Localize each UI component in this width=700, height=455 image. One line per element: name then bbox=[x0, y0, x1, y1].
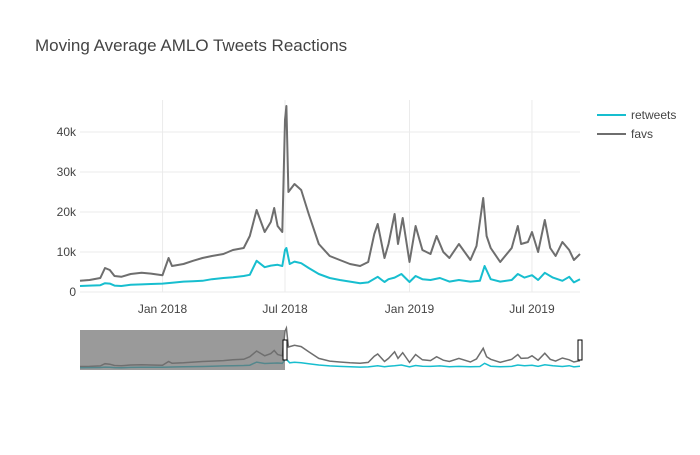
series-line-favs bbox=[79, 105, 581, 282]
y-tick-label: 0 bbox=[69, 285, 76, 299]
legend-label: favs bbox=[631, 127, 653, 141]
legend[interactable]: retweets favs bbox=[597, 108, 676, 141]
x-tick-label: Jul 2019 bbox=[509, 302, 555, 316]
y-tick-label: 10k bbox=[57, 245, 77, 259]
range-slider-mask-left bbox=[80, 330, 286, 370]
legend-item-retweets[interactable]: retweets bbox=[597, 108, 676, 122]
y-tick-label: 40k bbox=[57, 125, 77, 139]
legend-label: retweets bbox=[631, 108, 676, 122]
range-slider-handle-right[interactable] bbox=[577, 339, 583, 361]
grid-lines bbox=[80, 100, 580, 293]
x-tick-label: Jan 2018 bbox=[138, 302, 188, 316]
x-tick-label: Jan 2019 bbox=[385, 302, 435, 316]
legend-item-favs[interactable]: favs bbox=[597, 127, 653, 141]
y-axis: 0 10k 20k 30k 40k bbox=[57, 125, 77, 299]
plot-area bbox=[79, 105, 581, 287]
y-tick-label: 20k bbox=[57, 205, 77, 219]
x-tick-label: Jul 2018 bbox=[262, 302, 308, 316]
series-line-retweets bbox=[79, 247, 581, 287]
x-axis: Jan 2018 Jul 2018 Jan 2019 Jul 2019 bbox=[138, 302, 555, 316]
y-tick-label: 30k bbox=[57, 165, 77, 179]
range-slider[interactable] bbox=[79, 325, 583, 371]
range-slider-handle-left[interactable] bbox=[282, 339, 288, 361]
chart-title: Moving Average AMLO Tweets Reactions bbox=[35, 36, 347, 55]
